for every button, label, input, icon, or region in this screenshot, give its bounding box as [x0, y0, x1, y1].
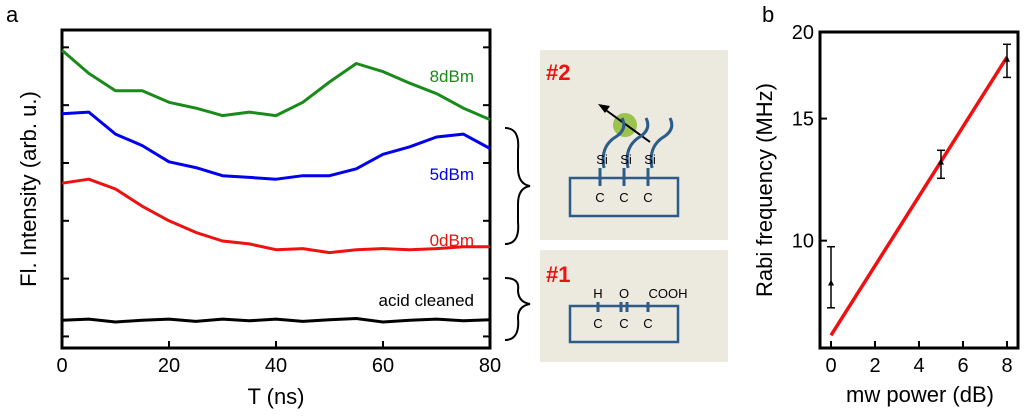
fit-line: [829, 56, 1009, 337]
chart-b-xtick-label: 6: [957, 355, 968, 377]
chart-a-xtick-label: 20: [158, 355, 180, 377]
atom-si-2: Si: [620, 152, 632, 167]
series-line-8dbm: [61, 49, 491, 121]
inset-top-background: [540, 50, 728, 240]
chart-b-data: [827, 43, 1011, 337]
chart-a-xtick-label: 80: [479, 355, 501, 377]
series-line-0dbm: [61, 177, 490, 255]
inset-top: #2 Si Si Si C C C: [540, 50, 728, 240]
legend-8dbm: 8dBm: [430, 67, 474, 86]
atom-si-3: Si: [644, 152, 656, 167]
chain-1: [601, 117, 626, 169]
legend-acid: acid cleaned: [379, 291, 474, 310]
substrate-box-bottom: [568, 304, 680, 344]
chain-3: [649, 117, 674, 169]
chart-a-ylabel: Fl. Intensity (arb. u.): [16, 91, 41, 287]
chart-a: 0 20 40 60 80 T (ns) Fl. Intensity (arb. u.)…: [16, 28, 501, 409]
inset-bottom-label: #1: [546, 262, 570, 287]
carbon-top-3: C: [643, 190, 652, 205]
chart-a-lines: [61, 49, 491, 324]
chart-b-xtick-label: 4: [913, 355, 924, 377]
atom-si-1: Si: [596, 152, 608, 167]
chart-b-xtick-label: 8: [1001, 355, 1012, 377]
data-point-2: [1004, 55, 1010, 62]
group-h: H: [593, 286, 602, 301]
brace-bottom: [504, 277, 531, 341]
chart-a-xlabel: T (ns): [247, 384, 304, 409]
chart-a-xtick-label: 60: [372, 355, 394, 377]
inset-bottom: #1 H O COOH C C C: [540, 250, 728, 362]
chain-2: [625, 117, 650, 169]
spin-arrowhead-icon: [598, 104, 610, 113]
brace-top: [504, 127, 531, 245]
chart-b-ytick-label: 15: [792, 109, 814, 131]
chart-a-xtick-label: 40: [265, 355, 287, 377]
chart-b-xtick-label: 0: [825, 355, 836, 377]
data-point-1: [938, 158, 944, 165]
substrate-box-top: [568, 176, 680, 218]
chart-a-ticks: 0 20 40 60 80: [56, 46, 501, 377]
chart-b-ticks: 0 2 4 6 8 10 15 20: [792, 22, 1013, 377]
carbon-top-2: C: [619, 190, 628, 205]
chart-b: 0 2 4 6 8 10 15 20 mw power (dB) Rabi frequency…: [752, 22, 1020, 407]
chart-b-ylabel: Rabi frequency (MHz): [752, 83, 777, 297]
panel-label-b: b: [762, 2, 774, 27]
carbon-top-1: C: [595, 190, 604, 205]
carbon-bottom-3: C: [643, 316, 652, 331]
legend-0dbm: 0dBm: [430, 231, 474, 250]
chart-b-ytick-label: 20: [792, 22, 814, 44]
chart-b-xlabel: mw power (dB): [846, 382, 994, 407]
legend-5dbm: 5dBm: [430, 165, 474, 184]
panel-label-a: a: [6, 2, 19, 27]
chart-b-frame: [818, 30, 1020, 350]
group-o: O: [619, 286, 629, 301]
chart-a-xtick-label: 0: [56, 355, 67, 377]
chart-b-xtick-label: 2: [869, 355, 880, 377]
chart-b-ytick-label: 10: [792, 231, 814, 253]
series-line-acid: [61, 317, 491, 324]
carbon-bottom-2: C: [619, 316, 628, 331]
carbon-bottom-1: C: [593, 316, 602, 331]
group-cooh: COOH: [649, 286, 688, 301]
data-point-0: [828, 279, 834, 286]
series-line-5dbm: [61, 110, 491, 181]
inset-top-label: #2: [546, 60, 570, 85]
